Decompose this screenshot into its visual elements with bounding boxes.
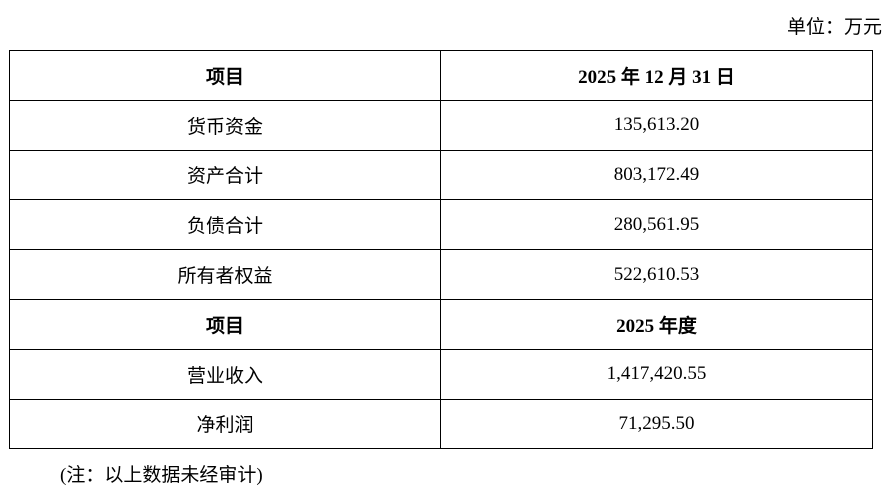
table-row: 营业收入 1,417,420.55 bbox=[9, 348, 873, 400]
table-cell: 项目 bbox=[9, 50, 441, 101]
table-row: 货币资金 135,613.20 bbox=[9, 99, 873, 151]
table-cell: 所有者权益 bbox=[9, 249, 441, 300]
footnote: (注：以上数据未经审计) bbox=[60, 465, 263, 486]
table-row: 项目 2025 年度 bbox=[9, 298, 873, 350]
table-row: 项目 2025 年 12 月 31 日 bbox=[9, 50, 873, 101]
table-cell: 营业收入 bbox=[9, 348, 441, 400]
table-row: 净利润 71,295.50 bbox=[9, 398, 873, 450]
table-cell: 280,561.95 bbox=[440, 199, 873, 251]
unit-label: 单位：万元 bbox=[786, 17, 882, 38]
table-cell: 803,172.49 bbox=[440, 149, 873, 201]
table-cell: 2025 年 12 月 31 日 bbox=[440, 50, 873, 101]
table-row: 资产合计 803,172.49 bbox=[9, 149, 873, 201]
table-row: 负债合计 280,561.95 bbox=[9, 199, 873, 251]
table-cell: 货币资金 bbox=[9, 99, 441, 151]
table-cell: 负债合计 bbox=[9, 199, 441, 251]
table-cell: 1,417,420.55 bbox=[440, 348, 873, 400]
table-cell: 2025 年度 bbox=[440, 298, 873, 350]
table-cell: 净利润 bbox=[9, 398, 441, 450]
financial-table: 项目 2025 年 12 月 31 日货币资金 135,613.20 资产合计 803,… bbox=[9, 50, 873, 450]
table-row: 所有者权益 522,610.53 bbox=[9, 249, 873, 300]
table-cell: 71,295.50 bbox=[440, 398, 873, 450]
table-cell: 项目 bbox=[9, 298, 441, 350]
table-cell: 522,610.53 bbox=[440, 249, 873, 300]
table-cell: 135,613.20 bbox=[440, 99, 873, 151]
table-cell: 资产合计 bbox=[9, 149, 441, 201]
